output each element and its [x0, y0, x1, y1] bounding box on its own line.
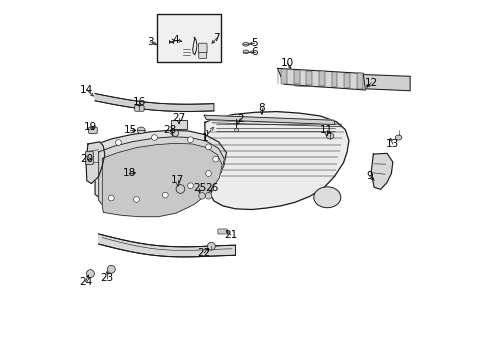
Text: 17: 17: [171, 175, 184, 185]
Polygon shape: [294, 72, 409, 91]
Text: 5: 5: [251, 38, 257, 48]
Polygon shape: [204, 112, 348, 210]
Circle shape: [151, 135, 157, 140]
Circle shape: [172, 130, 178, 136]
Circle shape: [205, 171, 211, 176]
Bar: [293, 70, 299, 85]
Ellipse shape: [313, 187, 340, 208]
Polygon shape: [204, 115, 335, 125]
Ellipse shape: [137, 127, 145, 134]
Text: 10: 10: [281, 58, 294, 68]
Text: 4: 4: [172, 35, 179, 45]
Text: 13: 13: [386, 139, 399, 149]
Text: 19: 19: [83, 122, 97, 132]
Text: 22: 22: [197, 248, 210, 258]
Text: 27: 27: [172, 113, 185, 123]
FancyBboxPatch shape: [134, 105, 144, 111]
Polygon shape: [99, 137, 224, 212]
Polygon shape: [370, 153, 392, 189]
FancyBboxPatch shape: [88, 127, 97, 134]
Bar: [356, 73, 362, 89]
Text: 26: 26: [204, 183, 218, 193]
Circle shape: [205, 193, 211, 199]
Text: 15: 15: [123, 125, 136, 135]
Ellipse shape: [243, 50, 248, 54]
Text: 14: 14: [80, 85, 93, 95]
Text: 28: 28: [163, 125, 177, 135]
Circle shape: [187, 183, 193, 189]
FancyBboxPatch shape: [85, 152, 93, 165]
Ellipse shape: [326, 133, 333, 139]
Circle shape: [187, 137, 193, 143]
Polygon shape: [277, 68, 365, 90]
FancyBboxPatch shape: [218, 229, 227, 234]
Circle shape: [199, 193, 205, 199]
Text: 2: 2: [236, 114, 243, 124]
Polygon shape: [86, 142, 104, 184]
Polygon shape: [99, 234, 235, 257]
Polygon shape: [102, 143, 222, 217]
Bar: [306, 71, 311, 85]
Circle shape: [108, 195, 114, 201]
Text: 3: 3: [146, 37, 153, 47]
Circle shape: [115, 140, 121, 145]
Circle shape: [86, 270, 94, 278]
Text: 20: 20: [80, 154, 93, 164]
Text: 1: 1: [201, 132, 208, 143]
Text: 16: 16: [132, 96, 146, 107]
Text: 7: 7: [213, 33, 220, 43]
Circle shape: [212, 156, 218, 162]
Text: 6: 6: [251, 47, 257, 57]
Text: 24: 24: [79, 276, 92, 287]
Text: 18: 18: [122, 168, 136, 178]
FancyBboxPatch shape: [156, 14, 221, 62]
Bar: [318, 71, 324, 86]
Circle shape: [162, 192, 168, 198]
Text: 21: 21: [224, 230, 237, 240]
Text: 25: 25: [192, 183, 206, 193]
Text: 11: 11: [319, 125, 332, 135]
Circle shape: [107, 265, 115, 273]
Circle shape: [207, 242, 215, 250]
Text: 23: 23: [100, 273, 113, 283]
FancyBboxPatch shape: [199, 53, 206, 58]
Bar: [331, 72, 337, 87]
Circle shape: [176, 185, 184, 193]
FancyBboxPatch shape: [171, 120, 186, 129]
FancyBboxPatch shape: [234, 128, 238, 131]
Polygon shape: [95, 130, 226, 208]
Circle shape: [205, 144, 211, 150]
Text: 12: 12: [364, 78, 377, 88]
Polygon shape: [95, 94, 213, 111]
Circle shape: [133, 197, 139, 202]
Bar: [344, 73, 349, 88]
Ellipse shape: [394, 135, 401, 140]
Bar: [281, 69, 286, 84]
Ellipse shape: [242, 42, 249, 46]
Text: 9: 9: [366, 171, 372, 181]
Text: 8: 8: [258, 103, 264, 113]
FancyBboxPatch shape: [198, 43, 206, 53]
